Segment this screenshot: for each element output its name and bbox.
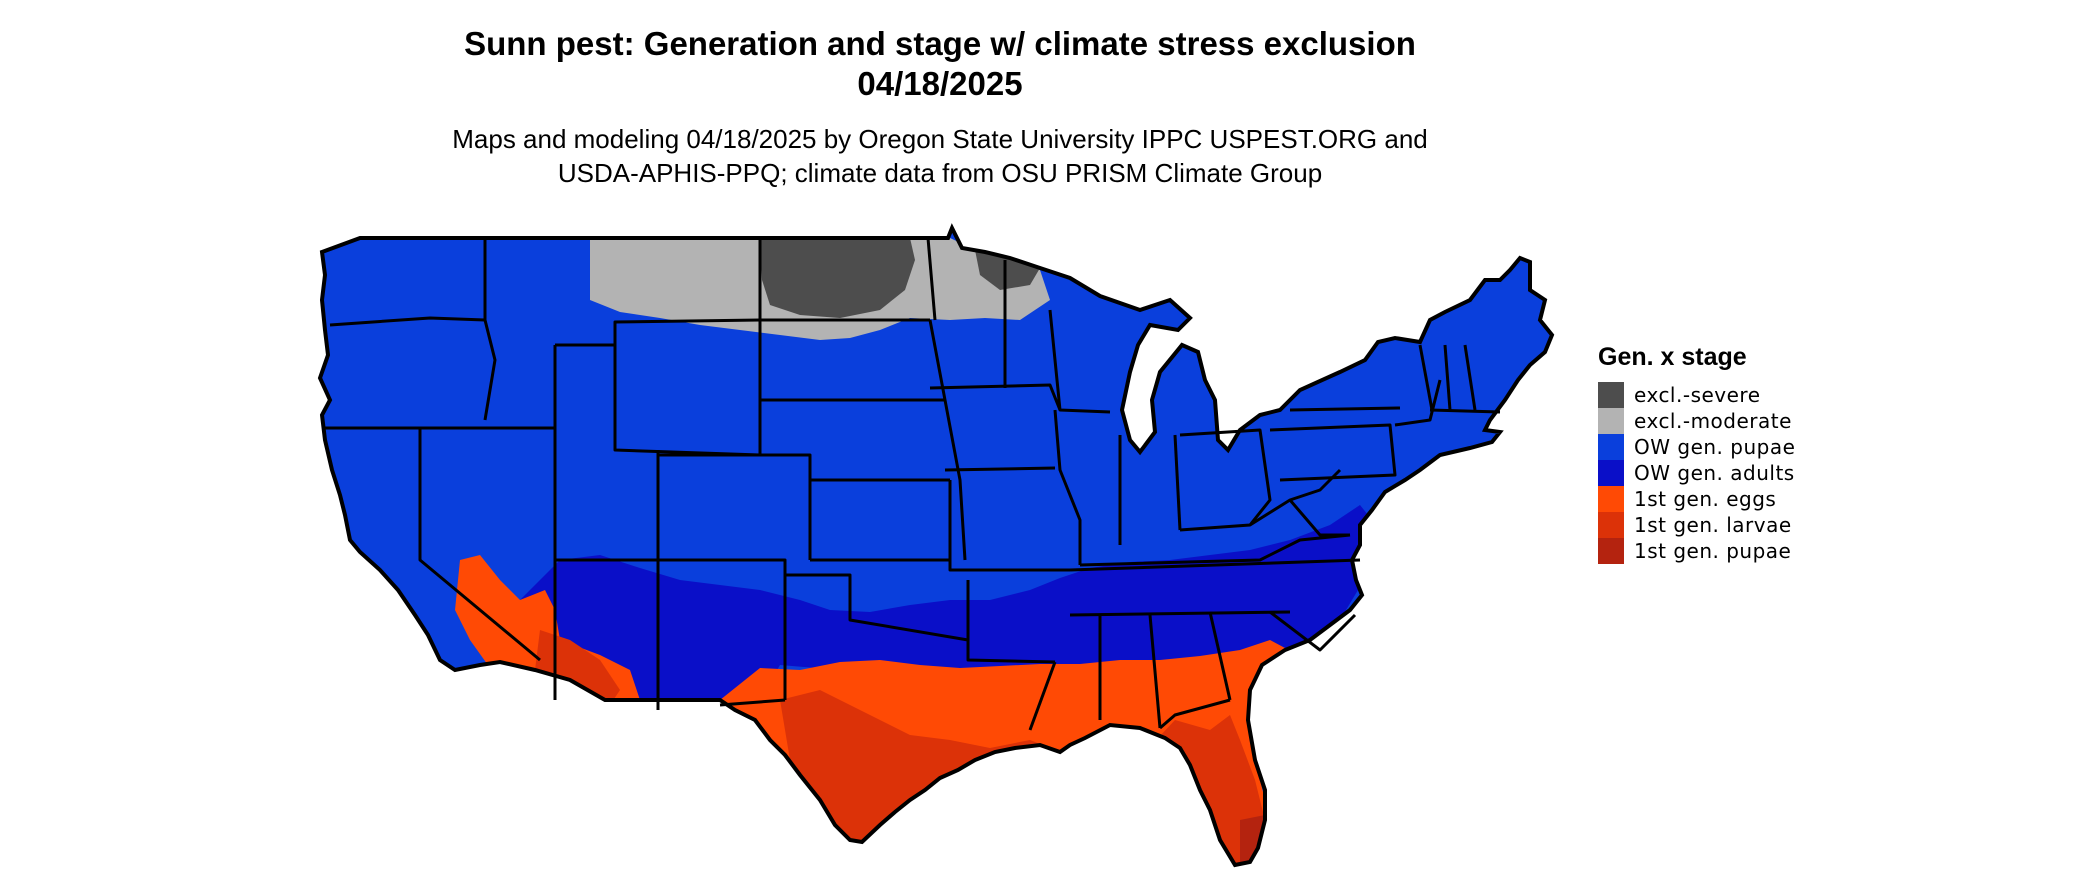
legend-item: OW gen. adults	[1598, 460, 1795, 486]
legend: Gen. x stage excl.-severe excl.-moderate O…	[1598, 342, 1795, 564]
legend-label: 1st gen. larvae	[1634, 513, 1792, 537]
legend-swatch	[1598, 512, 1624, 538]
legend-swatch	[1598, 486, 1624, 512]
legend-swatch	[1598, 382, 1624, 408]
legend-title: Gen. x stage	[1598, 343, 1747, 371]
legend-item: 1st gen. pupae	[1598, 538, 1795, 564]
legend-swatch	[1598, 460, 1624, 486]
legend-label: excl.-severe	[1634, 383, 1761, 407]
map-subtitle-line2: USDA-APHIS-PPQ; climate data from OSU PR…	[557, 158, 1323, 188]
legend-label: excl.-moderate	[1634, 409, 1792, 433]
legend-label: 1st gen. pupae	[1634, 539, 1792, 563]
legend-item: OW gen. pupae	[1598, 434, 1795, 460]
legend-swatch	[1598, 538, 1624, 564]
legend-label: 1st gen. eggs	[1634, 487, 1777, 511]
legend-item: 1st gen. eggs	[1598, 486, 1795, 512]
legend-label: OW gen. pupae	[1634, 435, 1796, 459]
map-title: Sunn pest: Generation and stage w/ clima…	[464, 25, 1416, 62]
legend-swatch	[1598, 408, 1624, 434]
legend-swatch	[1598, 434, 1624, 460]
legend-item: excl.-moderate	[1598, 408, 1795, 434]
state-borders	[322, 237, 1501, 731]
legend-label: OW gen. adults	[1634, 461, 1795, 485]
legend-items: excl.-severe excl.-moderate OW gen. pupae O…	[1598, 382, 1795, 564]
legend-item: excl.-severe	[1598, 382, 1795, 408]
map-subtitle-line1: Maps and modeling 04/18/2025 by Oregon S…	[452, 124, 1428, 154]
excl-severe-region	[760, 238, 915, 318]
map-date: 04/18/2025	[857, 65, 1023, 102]
excl-severe-region-minnesota	[975, 250, 1040, 290]
legend-item: 1st gen. larvae	[1598, 512, 1795, 538]
